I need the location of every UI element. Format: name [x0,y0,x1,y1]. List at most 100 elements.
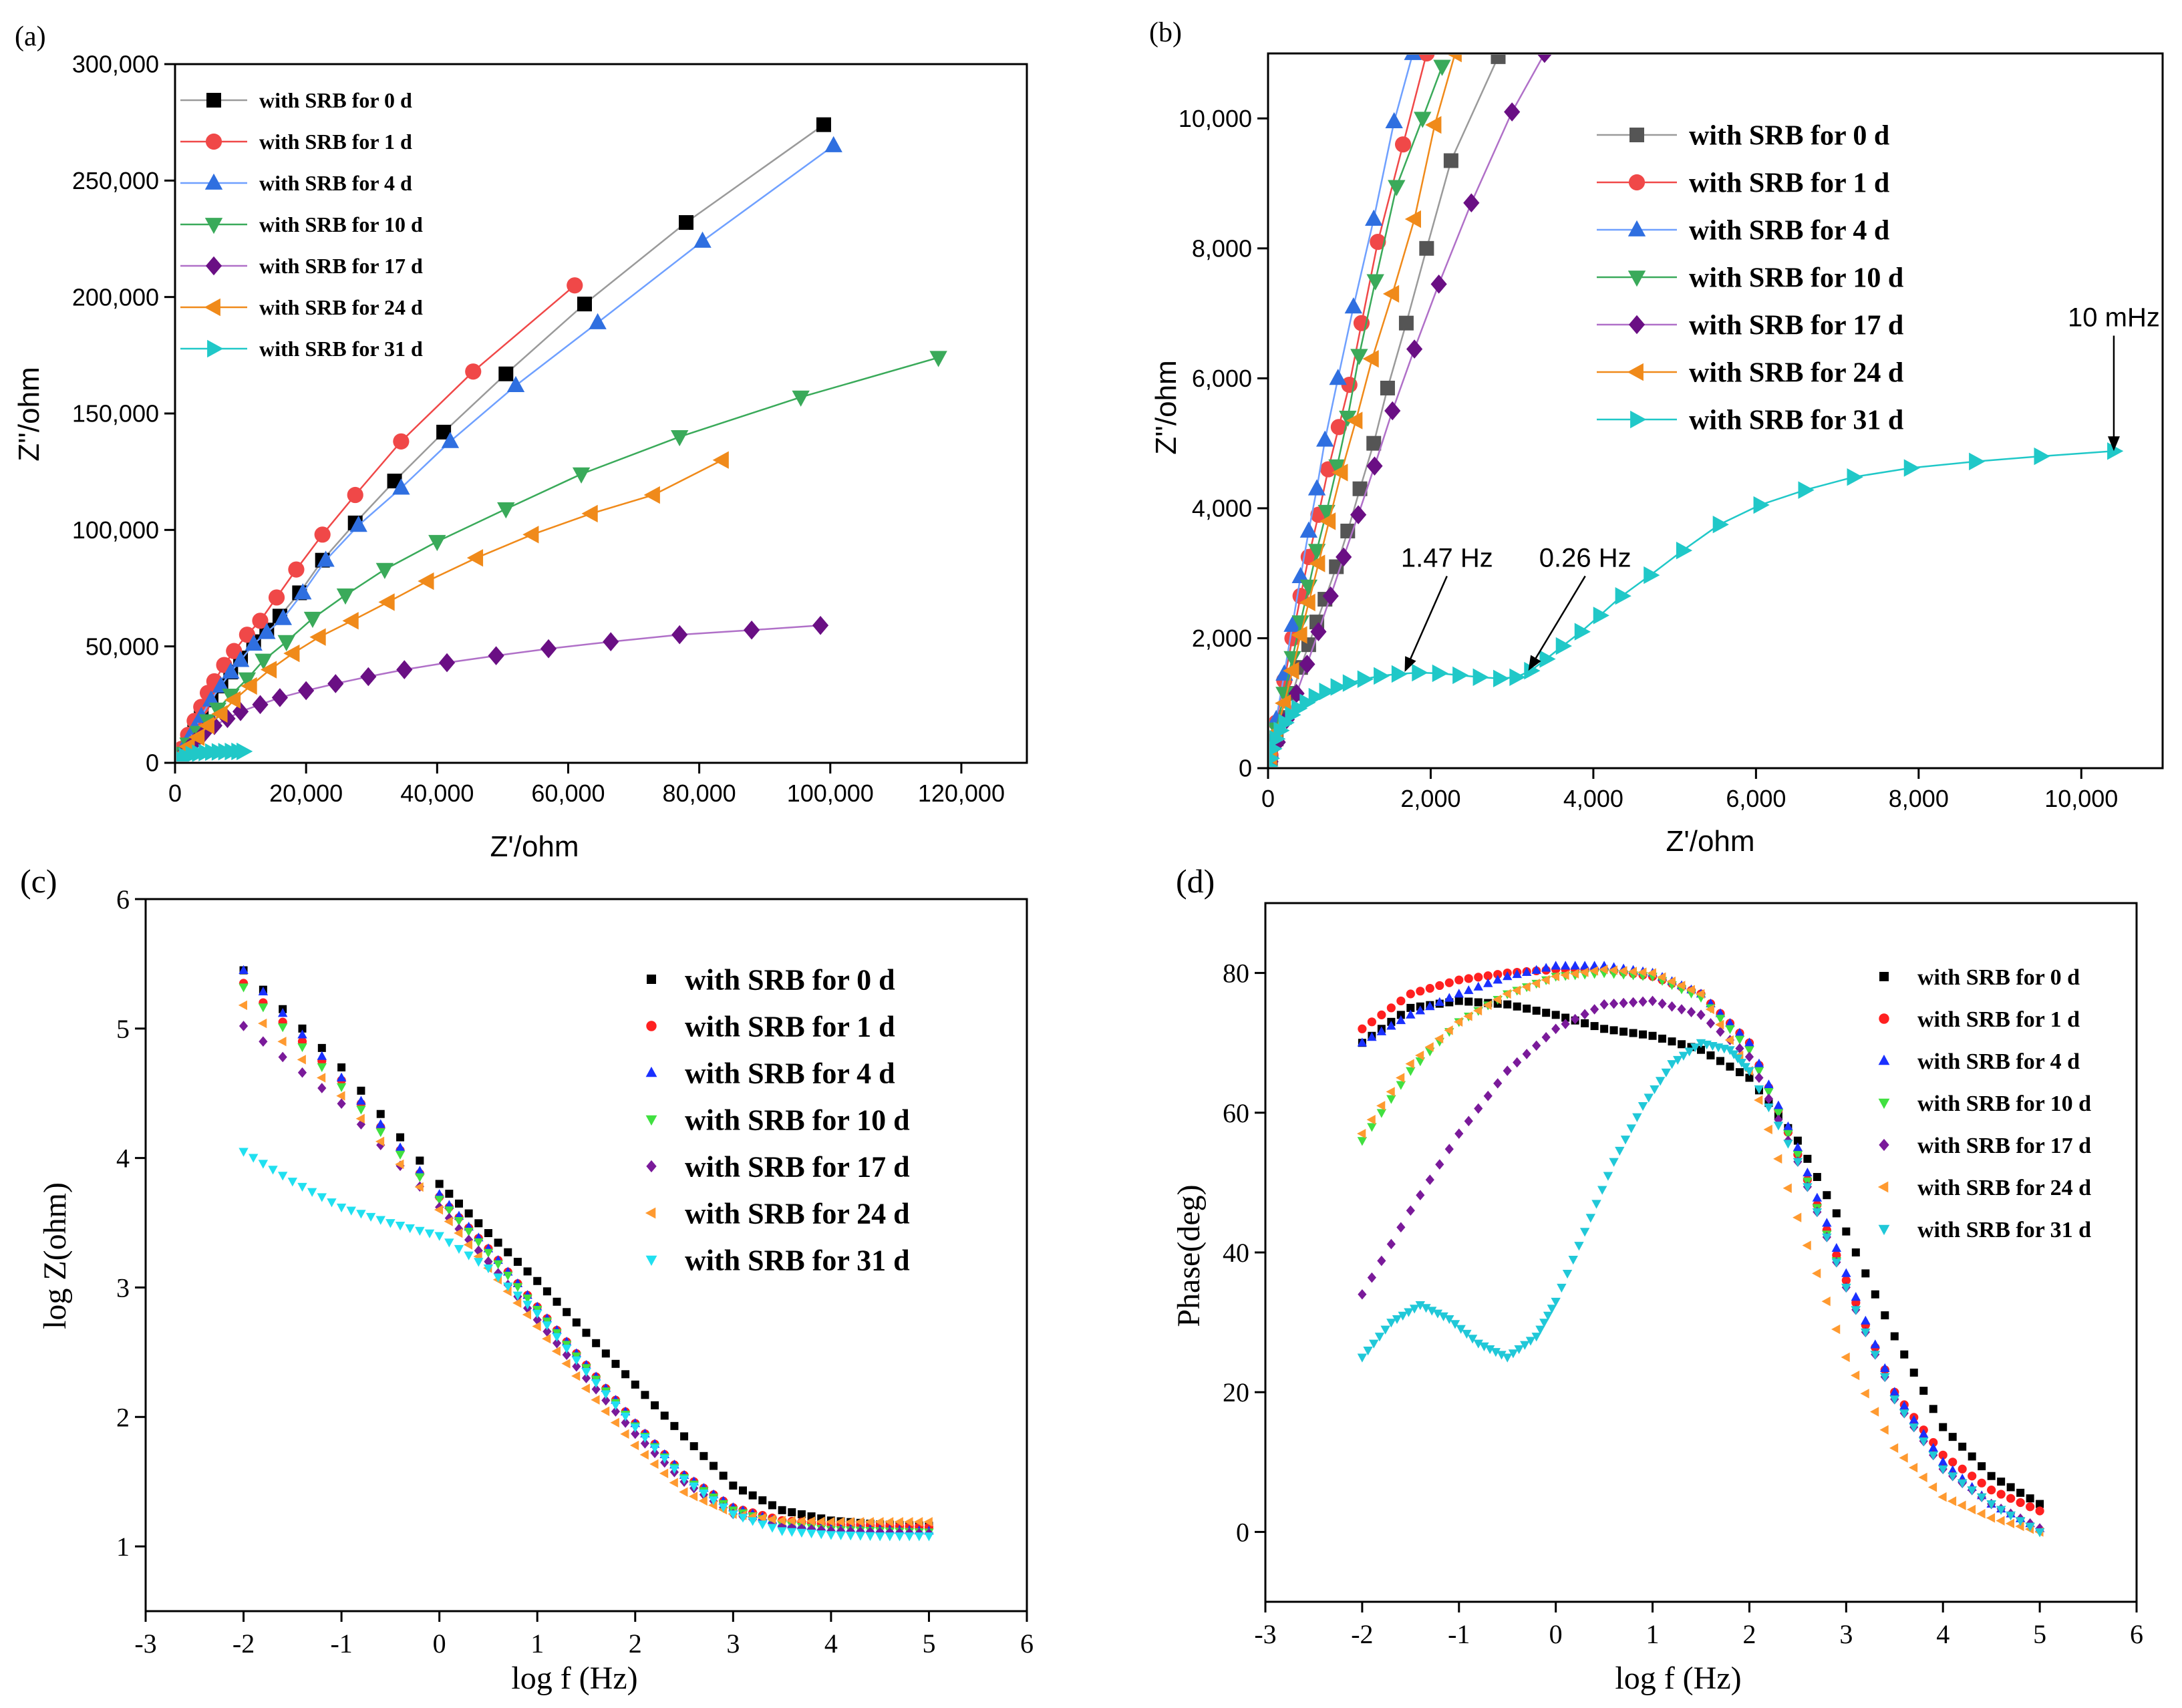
y-tick-label: 20 [1223,1377,1249,1407]
data-point [1734,1035,1745,1045]
data-point [562,1349,571,1361]
data-point [1947,1472,1958,1482]
data-point [1977,1478,1986,1488]
data-point [512,1291,523,1301]
data-point [1386,1319,1396,1328]
x-tick-label: -1 [330,1629,352,1659]
data-point [1996,1490,2006,1499]
x-tick-label: 5 [922,1629,935,1659]
data-point [679,1475,689,1485]
data-point [239,627,255,643]
data-point [758,1520,768,1530]
data-point [1609,998,1619,1009]
data-point [659,1468,669,1478]
data-point [336,1203,347,1213]
data-point [396,660,413,679]
data-point [1291,699,1308,717]
data-point [710,1462,718,1470]
data-point [629,1440,639,1451]
data-point [1661,1068,1672,1077]
legend: with SRB for 0 d with SRB for 1 d with SRB… [180,88,423,361]
x-tick-label: -2 [1351,1619,1373,1649]
data-point [297,1029,307,1039]
data-point [1541,975,1550,985]
legend-label: with SRB for 0 d [1917,965,2080,990]
plot-frame [1267,52,2164,770]
y-tick-label: 8,000 [1192,234,1252,262]
data-point [1366,274,1384,291]
x-tick-label: 0 [1549,1619,1563,1649]
data-point [824,136,842,152]
data-point [1404,210,1422,228]
data-point [1502,989,1511,999]
data-point [561,1345,572,1354]
legend-marker [1627,220,1646,236]
data-point [1899,1453,1908,1463]
data-point [1976,1509,1986,1519]
legend-marker [204,173,223,190]
data-point [1629,1029,1638,1037]
data-point [1434,997,1444,1006]
data-point [542,1326,552,1337]
y-tick-label: 250,000 [72,167,159,194]
data-point [336,1072,347,1081]
data-point [1725,1025,1735,1035]
data-point [729,1481,738,1490]
data-point [1978,1462,1986,1471]
data-point [1357,670,1374,688]
data-point [1676,981,1686,991]
data-point [1744,1046,1754,1055]
data-point [1666,976,1676,987]
data-point [428,534,446,552]
data-point [1899,1409,1909,1419]
data-point [699,1451,708,1460]
data-point [1444,993,1454,1002]
data-point [445,1190,454,1198]
data-point [1967,1486,1977,1496]
legend-label: with SRB for 24 d [1689,358,1903,389]
data-point [591,1379,601,1388]
data-point [1344,297,1363,314]
data-point [1414,112,1432,128]
data-point [277,635,295,651]
annotation-label: 10 mHz [2068,303,2160,333]
data-point [1398,315,1414,331]
data-point [1541,963,1551,972]
data-point [1444,1025,1453,1035]
data-point [1831,1324,1841,1335]
data-point [777,1527,787,1536]
legend-label: with SRB for 0 d [685,963,895,996]
data-point [1658,1034,1667,1043]
data-point [1406,1067,1416,1076]
data-point [1639,1030,1648,1039]
data-point [1591,1200,1601,1209]
panel-label: (c) [20,862,57,900]
data-point [1396,1222,1406,1233]
data-point [1763,1124,1772,1135]
data-point [826,1517,835,1527]
data-point [454,1217,464,1226]
panel-a: 0 20,000 40,000 60,000 80,000 100,000 120,000 0… [13,21,1028,863]
data-point [1644,566,1660,584]
data-point [836,1526,846,1537]
data-point [1513,1057,1522,1068]
data-point [1550,971,1560,982]
data-point [1918,1472,1927,1483]
legend-label: with SRB for 31 d [685,1244,910,1276]
data-point [1889,1387,1899,1396]
data-point [1551,1297,1561,1307]
data-point [738,1514,748,1523]
data-point [620,1429,629,1439]
data-point [1473,981,1483,991]
data-point [1367,1123,1377,1132]
data-point [1336,547,1352,567]
annotation-arrow [1404,575,1448,670]
data-point [360,667,377,687]
legend-label: with SRB for 0 d [1689,121,1889,152]
data-point [317,550,335,567]
series-7 [239,1148,934,1542]
data-point [1374,1333,1385,1342]
data-point [1754,1095,1763,1105]
data-point [679,1487,688,1497]
legend-marker [205,133,222,150]
